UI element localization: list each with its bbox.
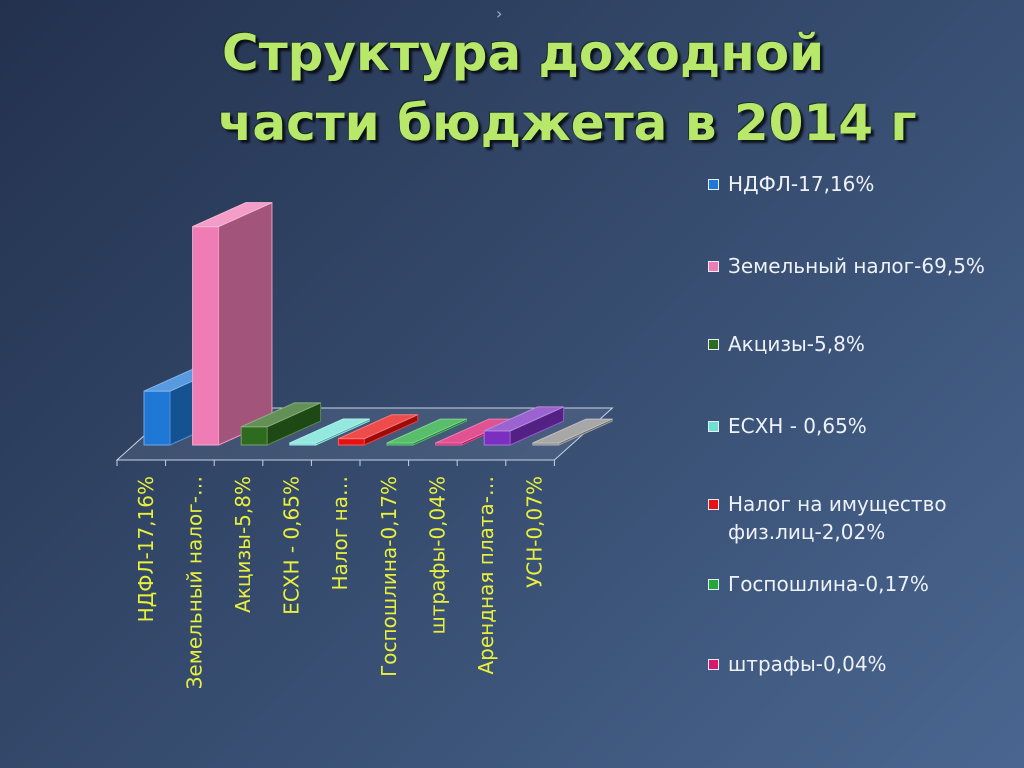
bar-6 xyxy=(386,418,467,446)
title-line-2: части бюджета в 2014 г xyxy=(218,94,917,152)
legend-label: Госпошлина-0,17% xyxy=(728,572,929,596)
bar-8 xyxy=(483,406,565,446)
bar-9 xyxy=(532,418,613,446)
legend-label: Акцизы-5,8% xyxy=(728,332,865,356)
bar-3 xyxy=(240,402,322,446)
bar-4 xyxy=(289,418,370,446)
chevron-down-icon: › xyxy=(496,4,503,23)
bar-5 xyxy=(337,413,419,446)
title-line-1: Структура доходной xyxy=(222,24,825,82)
legend-label: штрафы-0,04% xyxy=(728,652,887,676)
legend-swatch xyxy=(708,579,719,590)
legend-label: Земельный налог-69,5% xyxy=(728,254,985,278)
legend-swatch xyxy=(708,421,719,432)
x-tick-label: УСН-0,07% xyxy=(523,476,547,588)
legend-label: НДФЛ-17,16% xyxy=(728,172,875,196)
bar-2 xyxy=(192,201,273,446)
page-title: Структура доходной части бюджета в 2014 … xyxy=(0,18,1024,158)
x-tick-label: Земельный налог-… xyxy=(182,476,206,689)
x-tick-label: Налог на… xyxy=(328,476,352,591)
legend-swatch xyxy=(708,261,719,272)
legend-swatch xyxy=(708,659,719,670)
legend-label: ЕСХН - 0,65% xyxy=(728,414,867,438)
x-tick-label: НДФЛ-17,16% xyxy=(134,476,158,622)
legend-label: Налог на имущество физ.лиц-2,02% xyxy=(728,492,947,544)
legend-swatch xyxy=(708,499,719,510)
legend-swatch xyxy=(708,339,719,350)
x-tick-label: Госпошлина-0,17% xyxy=(377,476,401,677)
x-tick-label: ЕСХН - 0,65% xyxy=(280,476,304,615)
x-tick-label: Акцизы-5,8% xyxy=(231,476,255,613)
x-tick-label: Арендная плата-… xyxy=(474,476,498,675)
x-tick-label: штрафы-0,04% xyxy=(425,476,449,635)
legend-swatch xyxy=(708,179,719,190)
